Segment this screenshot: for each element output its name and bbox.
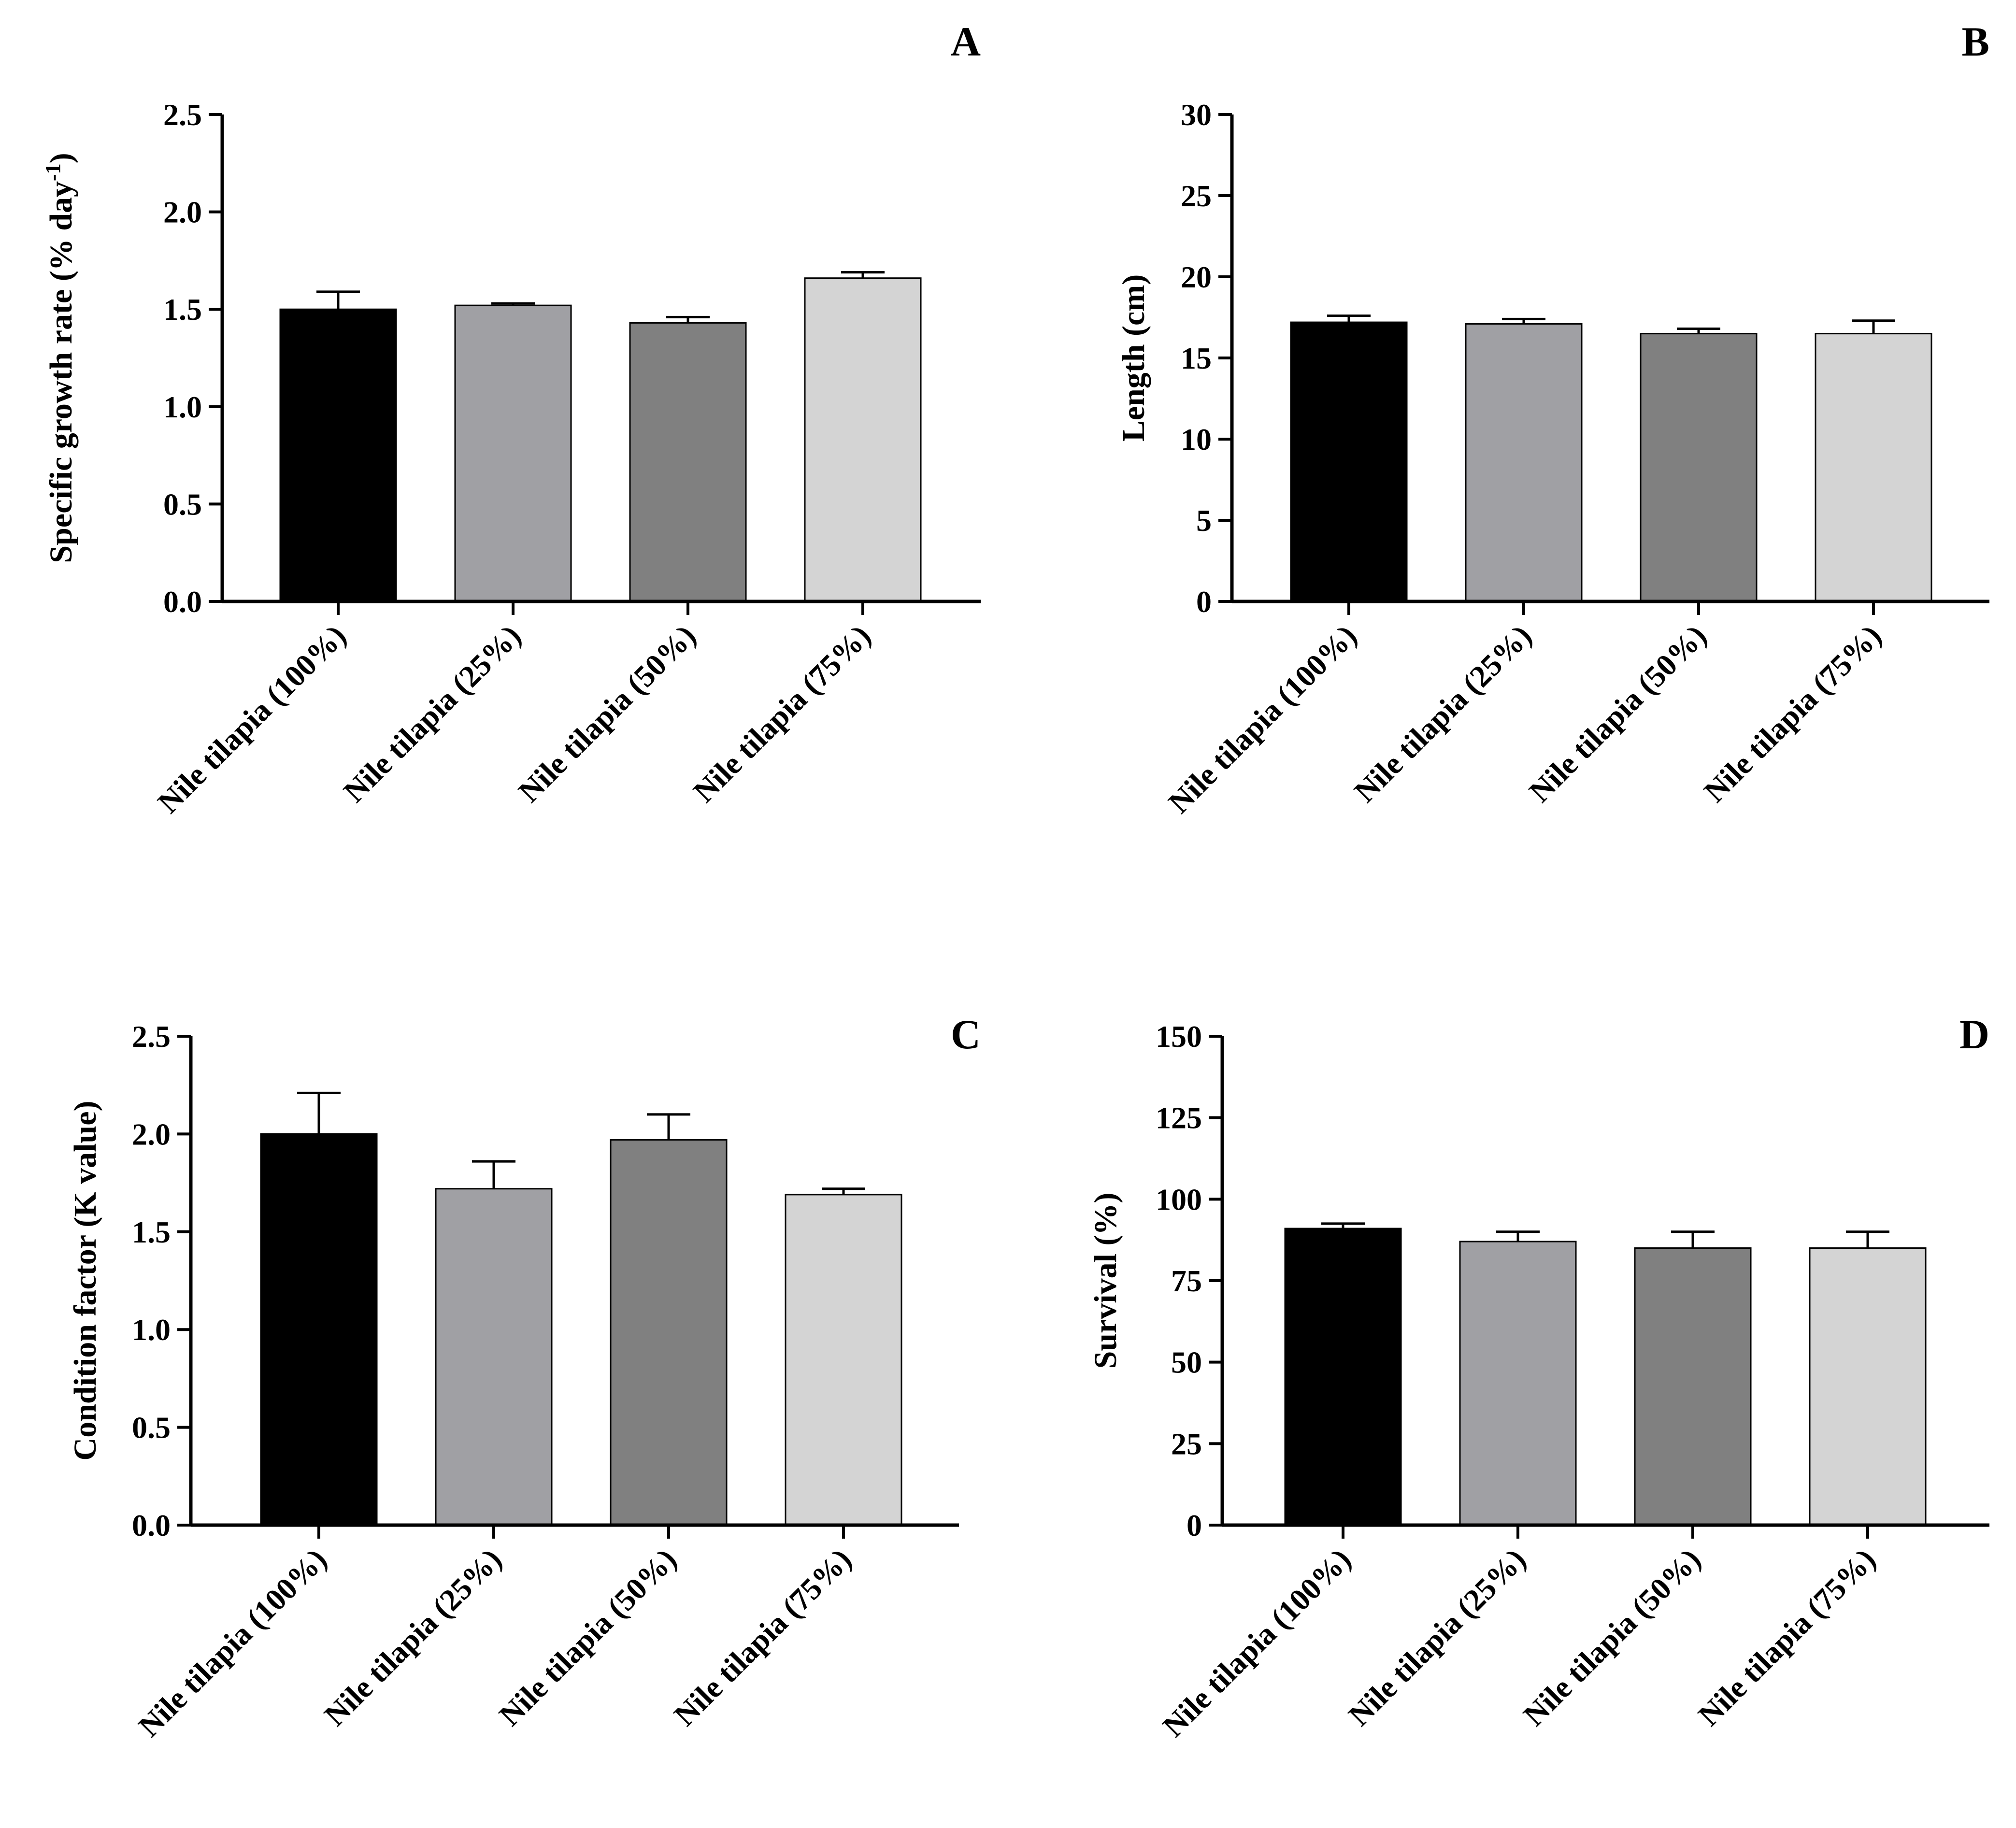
bar — [1465, 323, 1583, 602]
x-category-label: Nile tilapia (75%) — [667, 1542, 858, 1733]
y-tick-label: 0.5 — [163, 487, 202, 521]
y-tick-label: 1.5 — [132, 1215, 171, 1249]
y-tick-label: 1.0 — [163, 390, 202, 424]
bar — [804, 277, 922, 602]
bar — [1809, 1247, 1927, 1526]
y-tick-label: 50 — [1171, 1345, 1202, 1380]
panel-letter: A — [951, 18, 981, 65]
bar — [1459, 1241, 1577, 1526]
y-tick-label: 2.5 — [132, 1019, 171, 1054]
y-tick-label: 2.0 — [132, 1117, 171, 1151]
y-tick-label: 15 — [1181, 341, 1212, 375]
x-category-label: Nile tilapia (100%) — [1156, 1542, 1358, 1743]
bar — [1640, 333, 1758, 602]
y-tick-label: 5 — [1196, 503, 1212, 538]
y-tick-label: 0 — [1187, 1508, 1202, 1542]
y-tick-label: 0 — [1196, 585, 1212, 619]
y-tick-label: 25 — [1181, 179, 1212, 213]
x-category-label: Nile tilapia (50%) — [512, 618, 702, 809]
y-axis-title-suffix: ) — [43, 153, 79, 163]
y-tick-label: 100 — [1156, 1182, 1202, 1216]
bar — [610, 1139, 728, 1526]
panel-letter: B — [1962, 18, 1989, 65]
x-category-label: Nile tilapia (100%) — [1162, 618, 1363, 820]
x-category-label: Nile tilapia (50%) — [1516, 1542, 1707, 1733]
bar — [279, 308, 397, 602]
y-axis-title: Specific growth rate (% day-1) — [41, 153, 79, 563]
x-category-label: Nile tilapia (100%) — [132, 1542, 333, 1743]
y-axis-title: Survival (%) — [1088, 1193, 1123, 1369]
y-tick-label: 0.0 — [132, 1508, 171, 1542]
y-tick-label: 125 — [1156, 1101, 1202, 1135]
x-category-label: Nile tilapia (25%) — [317, 1542, 508, 1733]
y-tick-label: 1.0 — [132, 1313, 171, 1347]
y-tick-label: 10 — [1181, 422, 1212, 457]
y-tick-label: 0.0 — [163, 585, 202, 619]
x-category-label: Nile tilapia (25%) — [337, 618, 528, 809]
y-tick-label: 2.5 — [163, 98, 202, 132]
x-category-label: Nile tilapia (50%) — [1522, 618, 1713, 809]
bar — [1815, 333, 1932, 602]
y-tick-label: 2.0 — [163, 195, 202, 229]
bar — [1634, 1247, 1752, 1526]
bar — [629, 322, 747, 602]
y-tick-label: 25 — [1171, 1427, 1202, 1461]
y-tick-label: 150 — [1156, 1019, 1202, 1054]
x-category-label: Nile tilapia (75%) — [686, 618, 877, 809]
bar — [454, 304, 572, 602]
y-axis-title-superscript: -1 — [41, 163, 65, 181]
y-axis-title: Condition factor (K value) — [68, 1101, 103, 1461]
x-category-label: Nile tilapia (75%) — [1691, 1542, 1882, 1733]
y-axis-title: Length (cm) — [1116, 274, 1151, 442]
bar — [1284, 1228, 1402, 1526]
bar — [1290, 321, 1408, 602]
y-tick-label: 0.5 — [132, 1411, 171, 1445]
x-category-label: Nile tilapia (100%) — [151, 618, 353, 820]
y-tick-label: 30 — [1181, 98, 1212, 132]
y-tick-label: 1.5 — [163, 292, 202, 327]
x-category-label: Nile tilapia (75%) — [1697, 618, 1888, 809]
y-tick-label: 20 — [1181, 260, 1212, 294]
x-category-label: Nile tilapia (25%) — [1342, 1542, 1532, 1733]
x-category-label: Nile tilapia (25%) — [1347, 618, 1538, 809]
y-tick-label: 75 — [1171, 1264, 1202, 1298]
panel-letter: C — [951, 1011, 981, 1057]
bar — [785, 1194, 902, 1526]
x-category-label: Nile tilapia (50%) — [492, 1542, 683, 1733]
panel-letter: D — [1959, 1011, 1989, 1057]
bar — [435, 1188, 553, 1526]
bar — [260, 1133, 378, 1526]
